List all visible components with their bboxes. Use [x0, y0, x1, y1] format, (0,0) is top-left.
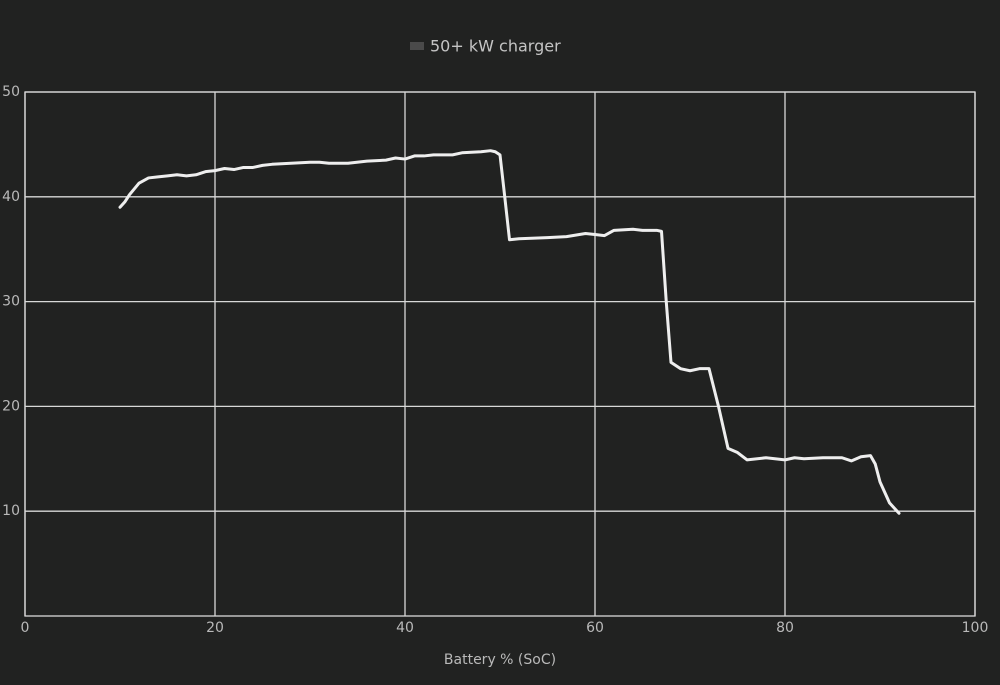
legend-swatch	[410, 42, 424, 50]
legend-label: 50+ kW charger	[430, 37, 561, 56]
y-tick-label: 50	[2, 84, 20, 100]
x-tick-label: 60	[586, 620, 604, 636]
y-tick-label: 10	[2, 503, 20, 519]
plot-frame	[24, 91, 976, 617]
x-tick-label: 20	[206, 620, 224, 636]
y-tick-label: 20	[2, 398, 20, 414]
x-tick-label: 0	[21, 620, 30, 636]
x-axis-title: Battery % (SoC)	[444, 652, 556, 668]
x-tick-label: 100	[962, 620, 989, 636]
data-line	[118, 149, 901, 515]
y-tick-label: 30	[2, 294, 20, 310]
y-tick-label: 40	[2, 189, 20, 205]
x-tick-label: 40	[396, 620, 414, 636]
x-tick-label: 80	[776, 620, 794, 636]
